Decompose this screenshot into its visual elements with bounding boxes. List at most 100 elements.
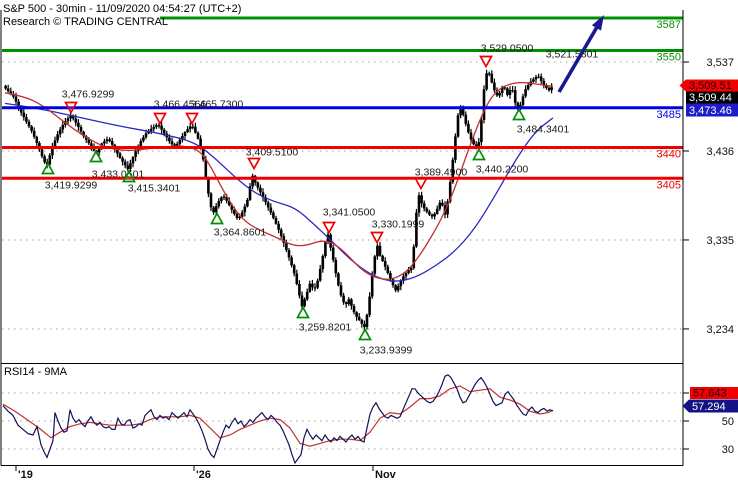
candle-body	[230, 205, 234, 210]
price-badge-ma-fast-text: 3,509.51	[689, 80, 732, 92]
candle-body	[441, 202, 444, 206]
candle-body	[430, 214, 434, 217]
candle-body	[32, 130, 36, 137]
candle-body	[27, 121, 31, 127]
candle-body	[316, 280, 319, 288]
candle-body	[261, 192, 265, 198]
swing-price-label: 3,440.2200	[476, 164, 529, 176]
candle-body	[295, 273, 299, 284]
candle-body	[368, 296, 371, 315]
candle-body	[313, 287, 317, 289]
candle-body	[308, 283, 312, 292]
candle-body	[511, 90, 514, 92]
axis-labels: 3,537 3,436 3,335 3,234 50 30 '19 '26 Nov	[15, 57, 734, 480]
candle-body	[498, 93, 501, 96]
swing-low-marker	[512, 107, 526, 121]
candle-body	[300, 295, 304, 307]
swing-price-label: 3,389.4900	[415, 167, 468, 179]
candle-body	[204, 159, 208, 178]
chart-source-label: Research © TRADING CENTRAL	[3, 16, 168, 28]
candle-body	[298, 284, 301, 296]
candle-body	[344, 302, 348, 304]
candle-body	[256, 182, 260, 188]
trend-arrow	[557, 15, 604, 93]
candle-body	[235, 214, 239, 219]
swing-low-marker	[472, 147, 486, 161]
swing-high-marker	[414, 177, 428, 191]
candle-body	[547, 87, 551, 91]
candle-body	[352, 305, 356, 313]
swing-low-marker	[210, 211, 224, 225]
candle-body	[82, 131, 85, 137]
candle-body	[363, 323, 366, 328]
y-axis-label: 3,335	[706, 235, 734, 247]
swing-low-marker	[89, 149, 103, 163]
swing-price-label: 3,521.5801	[546, 49, 599, 61]
candle-body	[251, 175, 254, 187]
candle-body	[103, 141, 106, 144]
swing-low-marker	[122, 169, 136, 183]
candle-body	[12, 94, 15, 97]
candle-body	[342, 295, 345, 303]
candle-body	[74, 118, 78, 123]
rsi-badge-value-text: 57.643	[693, 388, 727, 400]
swing-price-label: 3,529.0500	[481, 43, 534, 55]
candle-body	[508, 90, 512, 95]
candle-body	[77, 122, 80, 127]
candle-body	[493, 82, 496, 91]
candle-body	[207, 177, 210, 194]
swing-price-label: 3,465.7300	[191, 99, 244, 111]
swing-high-marker	[185, 112, 199, 126]
rsi-ma-line	[2, 385, 554, 447]
candle-body	[350, 299, 353, 306]
candle-body	[311, 283, 314, 288]
candle-body	[53, 140, 57, 147]
candle-body	[490, 73, 494, 83]
candle-body	[415, 212, 418, 247]
candle-body	[225, 196, 228, 201]
candle-body	[378, 245, 382, 256]
candle-body	[181, 136, 184, 140]
candle-body	[40, 149, 44, 157]
candle-body	[542, 80, 546, 86]
swing-low-marker	[296, 305, 310, 319]
candle-body	[66, 118, 70, 122]
candle-body	[274, 218, 278, 224]
y-axis-label: 3,436	[706, 146, 734, 158]
swing-price-label: 3,419.9299	[45, 180, 98, 192]
candle-body	[381, 255, 384, 261]
candle-body	[389, 273, 392, 280]
candle-body	[550, 87, 553, 91]
candle-body	[79, 127, 83, 132]
candle-body	[131, 157, 135, 164]
candle-body	[485, 73, 488, 90]
swing-low-marker	[41, 161, 55, 175]
swing-price-label: 3,233.9399	[360, 345, 413, 357]
swing-price-label: 3,484.3401	[517, 124, 570, 136]
y-axis-label: 3,234	[706, 324, 734, 336]
panel-borders	[0, 10, 684, 466]
candle-body	[435, 208, 439, 214]
level-label-3587: 3587	[657, 19, 681, 31]
candle-body	[305, 291, 309, 300]
candle-body	[238, 216, 241, 219]
trend-arrow-shaft	[557, 24, 600, 93]
level-label-3550: 3550	[657, 52, 681, 64]
rsi-title: RSI14 - 9MA	[4, 366, 68, 378]
rsi-badge-ma-bg	[689, 399, 738, 413]
candle-body	[217, 201, 221, 207]
candle-body	[212, 207, 215, 213]
swing-high-marker	[64, 101, 78, 115]
swing-high-marker	[247, 157, 261, 171]
candle-body	[292, 265, 296, 274]
candle-body	[266, 202, 270, 208]
candle-wick	[512, 86, 514, 93]
candle-body	[438, 202, 442, 209]
candle-body	[448, 182, 452, 202]
candle-body	[277, 223, 280, 230]
candle-body	[162, 129, 166, 134]
candle-body	[516, 102, 520, 108]
